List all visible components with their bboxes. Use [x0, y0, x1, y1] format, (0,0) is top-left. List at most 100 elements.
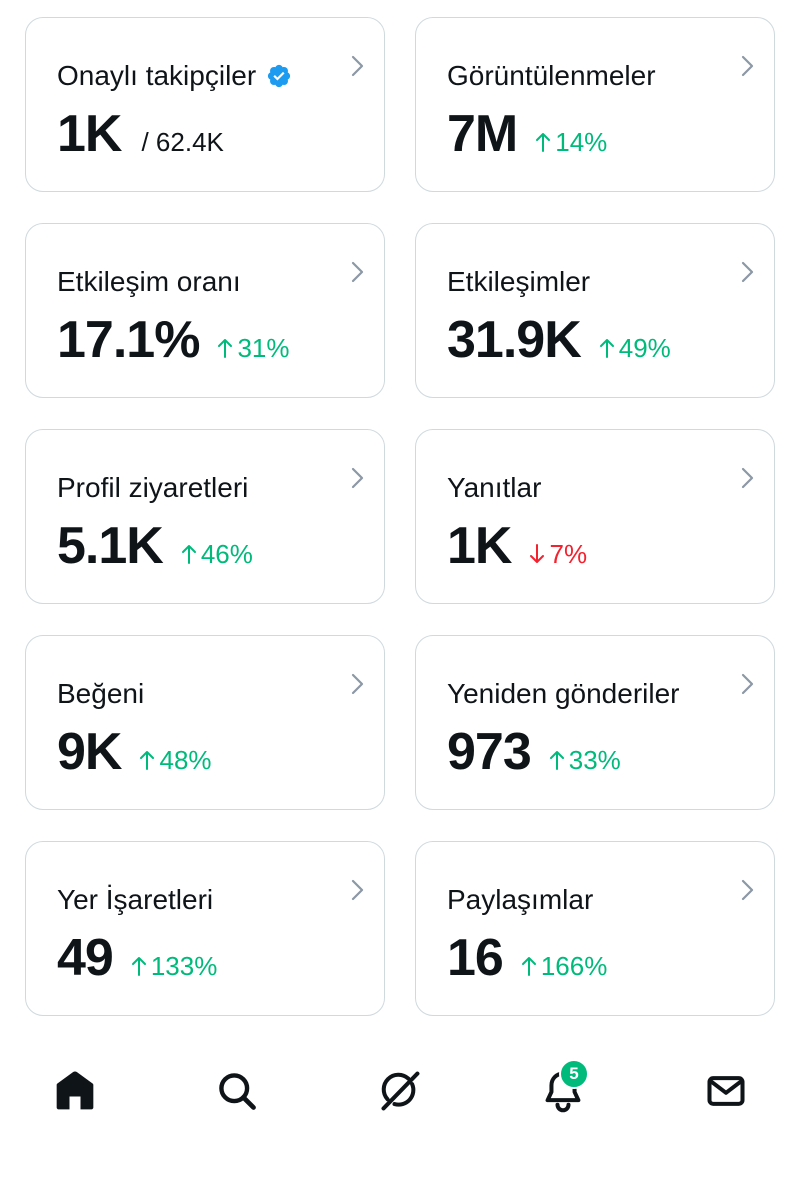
bottom-nav: 5: [0, 1040, 800, 1140]
chevron-right-icon: [351, 673, 364, 695]
chevron-right-icon: [351, 261, 364, 283]
card-title-label: Etkileşim oranı: [57, 266, 241, 297]
card-change-value: 49%: [618, 333, 671, 363]
card-engagement-rate[interactable]: Etkileşim oranı 17.1% 31%: [25, 223, 385, 398]
card-title: Paylaşımlar: [447, 886, 593, 914]
card-replies[interactable]: Yanıtlar 1K 7%: [415, 429, 775, 604]
card-change-value: 166%: [540, 951, 608, 981]
arrow-up-icon: [549, 747, 565, 773]
card-change: 48%: [139, 745, 212, 775]
card-change-value: 46%: [200, 539, 253, 569]
chevron-right-icon: [351, 467, 364, 489]
card-subvalue: / 62.4K: [141, 127, 224, 157]
card-change: 133%: [131, 951, 218, 981]
card-title-label: Paylaşımlar: [447, 884, 594, 915]
card-value-row: 17.1% 31%: [57, 314, 290, 366]
card-change: 49%: [599, 335, 671, 361]
arrow-up-icon: [535, 129, 551, 155]
card-value-row: 31.9K 49%: [447, 314, 671, 366]
card-value-row: 973 33%: [447, 726, 621, 778]
card-value-row: 1K / 62.4K: [57, 108, 224, 160]
card-reposts[interactable]: Yeniden gönderiler 973 33%: [415, 635, 775, 810]
chevron-right-icon: [741, 261, 754, 283]
nav-search[interactable]: [211, 1065, 263, 1117]
card-title: Yeniden gönderiler: [447, 680, 680, 708]
card-title: Yer İşaretleri: [57, 886, 213, 914]
chevron-right-icon: [741, 879, 754, 901]
chevron-right-icon: [351, 55, 364, 77]
chevron-right-icon: [741, 55, 754, 77]
card-value-row: 49 133%: [57, 932, 217, 984]
nav-notifications[interactable]: 5: [537, 1059, 589, 1117]
arrow-up-icon: [181, 541, 197, 567]
card-change-value: 48%: [159, 745, 212, 775]
card-value-row: 5.1K 46%: [57, 520, 253, 572]
card-change: 7%: [529, 541, 587, 567]
card-title-label: Yeniden gönderiler: [447, 678, 680, 709]
card-value: 7M: [447, 105, 518, 163]
analytics-grid: Onaylı takipçiler 1K / 62.4K Görüntülenm…: [25, 17, 775, 1016]
card-value-row: 9K 48%: [57, 726, 212, 778]
card-change-value: 33%: [568, 745, 621, 775]
card-title-label: Yanıtlar: [447, 472, 542, 503]
card-change-value: 7%: [549, 539, 588, 569]
card-title-label: Yer İşaretleri: [57, 884, 214, 915]
card-value: 5.1K: [57, 517, 164, 575]
card-title-label: Görüntülenmeler: [447, 60, 656, 91]
card-profile-visits[interactable]: Profil ziyaretleri 5.1K 46%: [25, 429, 385, 604]
arrow-up-icon: [131, 953, 147, 979]
card-impressions[interactable]: Görüntülenmeler 7M 14%: [415, 17, 775, 192]
chevron-right-icon: [741, 467, 754, 489]
card-title: Etkileşim oranı: [57, 268, 241, 296]
card-change: 31%: [217, 333, 290, 363]
card-value: 973: [447, 723, 532, 781]
card-change: 14%: [535, 129, 607, 155]
card-value-row: 16 166%: [447, 932, 607, 984]
card-title: Beğeni: [57, 680, 144, 708]
card-value: 16: [447, 929, 504, 987]
arrow-up-icon: [139, 747, 155, 773]
card-value: 1K: [57, 105, 122, 163]
card-title-label: Onaylı takipçiler: [57, 60, 257, 91]
card-value-row: 1K 7%: [447, 520, 587, 572]
card-engagements[interactable]: Etkileşimler 31.9K 49%: [415, 223, 775, 398]
nav-grok[interactable]: [374, 1065, 426, 1117]
card-title-label: Beğeni: [57, 678, 145, 709]
arrow-down-icon: [529, 541, 545, 567]
card-change-value: 14%: [555, 127, 608, 157]
chevron-right-icon: [741, 673, 754, 695]
notification-badge: 5: [559, 1059, 589, 1089]
chevron-right-icon: [351, 879, 364, 901]
card-shares[interactable]: Paylaşımlar 16 166%: [415, 841, 775, 1016]
arrow-up-icon: [599, 335, 615, 361]
card-title-label: Etkileşimler: [447, 266, 591, 297]
card-likes[interactable]: Beğeni 9K 48%: [25, 635, 385, 810]
card-change-value: 31%: [237, 333, 290, 363]
arrow-up-icon: [521, 953, 537, 979]
card-verified-followers[interactable]: Onaylı takipçiler 1K / 62.4K: [25, 17, 385, 192]
card-value: 31.9K: [447, 311, 582, 369]
card-value: 1K: [447, 517, 512, 575]
card-title: Yanıtlar: [447, 474, 541, 502]
card-change: 46%: [181, 541, 253, 567]
card-value: 9K: [57, 723, 122, 781]
card-value-row: 7M 14%: [447, 108, 607, 160]
card-title: Etkileşimler: [447, 268, 590, 296]
mail-icon: [707, 1076, 745, 1106]
nav-home[interactable]: [49, 1065, 101, 1117]
home-icon: [56, 1071, 94, 1110]
arrow-up-icon: [217, 335, 233, 361]
nav-messages[interactable]: [700, 1065, 752, 1117]
search-icon: [219, 1073, 256, 1110]
card-title: Profil ziyaretleri: [57, 474, 248, 502]
card-change-value: 133%: [150, 951, 218, 981]
grok-icon: [381, 1071, 420, 1111]
card-title-label: Profil ziyaretleri: [57, 472, 249, 503]
verified-badge-icon: [268, 64, 291, 88]
card-title: Onaylı takipçiler: [57, 62, 292, 90]
card-value: 49: [57, 929, 114, 987]
card-value: 17.1%: [57, 311, 200, 369]
card-bookmarks[interactable]: Yer İşaretleri 49 133%: [25, 841, 385, 1016]
card-change: 33%: [549, 747, 621, 773]
card-title: Görüntülenmeler: [447, 62, 656, 90]
